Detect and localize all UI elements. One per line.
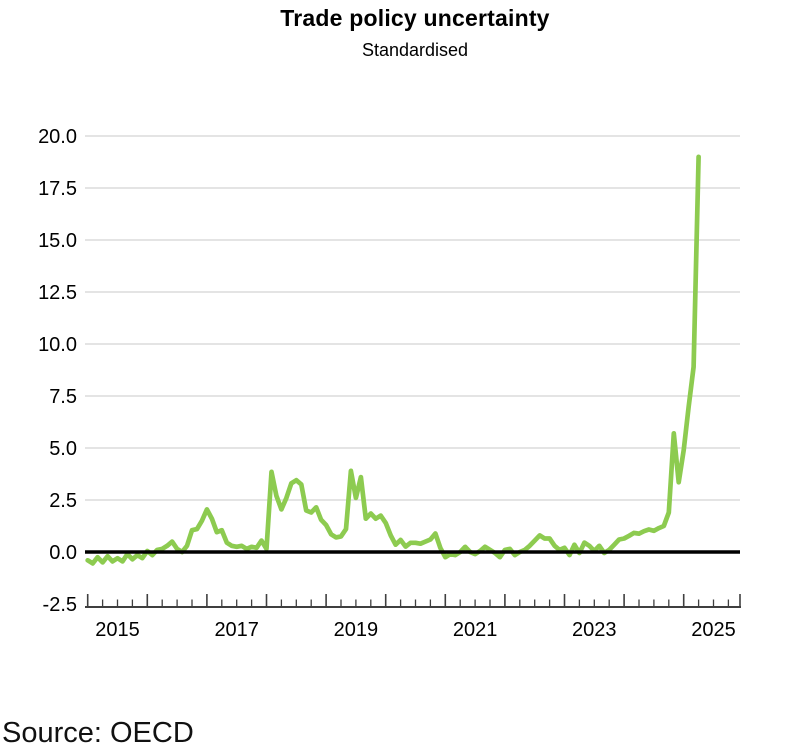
x-axis-tick-label: 2023: [572, 619, 617, 641]
chart-subtitle: Standardised: [361, 40, 469, 60]
x-axis-tick-label: 2015: [95, 619, 140, 641]
x-axis-tick-label: 2025: [691, 619, 736, 641]
x-axis-tick-label: 2017: [214, 619, 259, 641]
y-axis-tick-label: 2.5: [49, 490, 77, 512]
y-axis-tick-label: 12.5: [38, 282, 77, 304]
y-axis-tick-label: 15.0: [38, 230, 77, 252]
y-axis-tick-label: 7.5: [49, 386, 77, 408]
trend-line: [85, 154, 701, 566]
y-axis-tick-label: -2.5: [43, 594, 77, 616]
y-axis-tick-label: 5.0: [49, 438, 77, 460]
y-axis-tick-label: 10.0: [38, 334, 77, 356]
chart-title: Trade policy uncertainty: [280, 5, 550, 31]
y-axis-tick-label: 17.5: [38, 178, 77, 200]
source-text: Source: OECD: [2, 717, 194, 749]
x-axis-tick-label: 2021: [453, 619, 498, 641]
y-axis-tick-label: 20.0: [38, 126, 77, 148]
y-axis-tick-label: 0.0: [49, 542, 77, 564]
x-axis-tick-label: 2019: [334, 619, 379, 641]
